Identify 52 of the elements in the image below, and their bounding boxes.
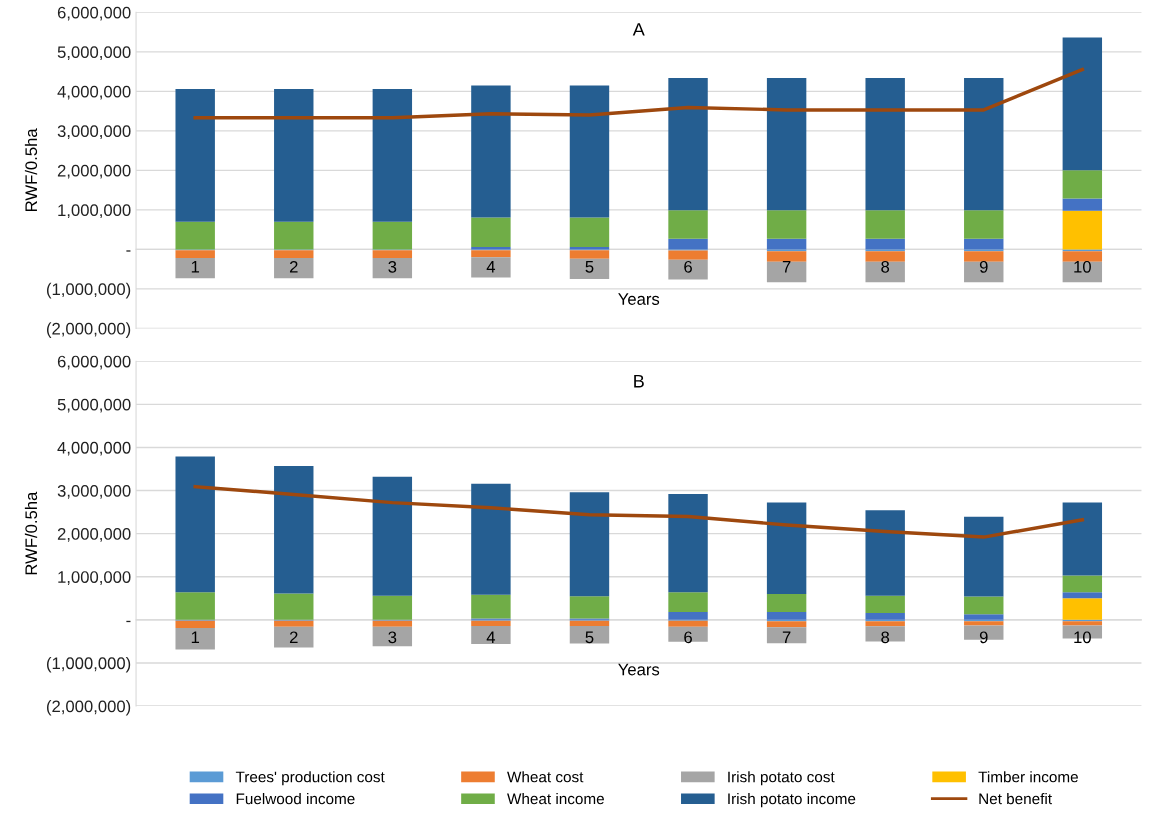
x-tick-label: 1	[191, 261, 200, 273]
x-tick-label: 9	[979, 260, 988, 273]
y-tick-label: 6,000,000	[57, 355, 131, 370]
legend-label: Fuelwood income	[236, 793, 355, 805]
y-tick-label: 5,000,000	[57, 46, 131, 60]
y-tick-label: (2,000,000)	[46, 322, 131, 338]
legend-label: Net benefit	[979, 793, 1052, 805]
y-tick-label: -	[126, 250, 131, 252]
legend-label: Irish potato cost	[728, 771, 835, 786]
y-tick-label: 1,000,000	[58, 204, 131, 219]
y-tick-label: (1,000,000)	[46, 282, 131, 299]
y-tick-label: 6,000,000	[57, 6, 131, 21]
legend-label: Timber income	[978, 771, 1078, 783]
x-tick-label: 3	[388, 631, 397, 644]
y-tick-label: 2,000,000	[57, 528, 131, 542]
y-tick-label: 3,000,000	[57, 484, 131, 499]
x-tick-label: 6	[684, 631, 692, 644]
x-tick-label: 5	[585, 631, 594, 644]
y-tick-label: 2,000,000	[57, 164, 131, 179]
legend-label: Trees' production cost	[235, 771, 385, 786]
y-tick-label: (1,000,000)	[46, 656, 131, 673]
y-tick-label: 3,000,000	[57, 125, 131, 140]
x-tick-label: 4	[486, 631, 496, 644]
y-axis-title: RWF/0.5ha	[24, 491, 38, 575]
x-tick-label: 7	[782, 261, 791, 273]
legend-label: Irish potato income	[728, 793, 856, 808]
legend-label: Wheat cost	[507, 771, 584, 783]
x-tick-label: 3	[388, 260, 397, 273]
y-axis-title: RWF/0.5ha	[24, 128, 38, 211]
x-tick-label: 1	[191, 631, 200, 644]
chart-title: A	[632, 23, 645, 36]
x-tick-label: 5	[585, 261, 594, 273]
y-tick-label: 4,000,000	[57, 85, 131, 100]
y-tick-label: (2,000,000)	[46, 700, 131, 716]
x-tick-label: 8	[881, 260, 890, 273]
x-tick-label: 6	[684, 260, 692, 273]
y-tick-label: 1,000,000	[58, 571, 131, 585]
x-tick-label: 10	[1074, 260, 1091, 273]
x-tick-label: 2	[289, 631, 298, 644]
text: B	[634, 374, 644, 388]
x-tick-label: 8	[881, 631, 890, 644]
x-tick-label: 9	[979, 631, 988, 644]
legend-label: Wheat income	[507, 793, 604, 805]
y-tick-label: 5,000,000	[57, 398, 131, 413]
x-tick-label: 7	[782, 631, 791, 644]
x-tick-label: 10	[1074, 631, 1091, 644]
x-axis-title: Years	[618, 663, 660, 676]
x-axis-title: Years	[618, 293, 660, 305]
y-tick-label: 4,000,000	[57, 441, 131, 456]
x-tick-label: 2	[289, 260, 298, 273]
y-tick-label: -	[126, 620, 131, 623]
x-tick-label: 4	[486, 261, 496, 273]
